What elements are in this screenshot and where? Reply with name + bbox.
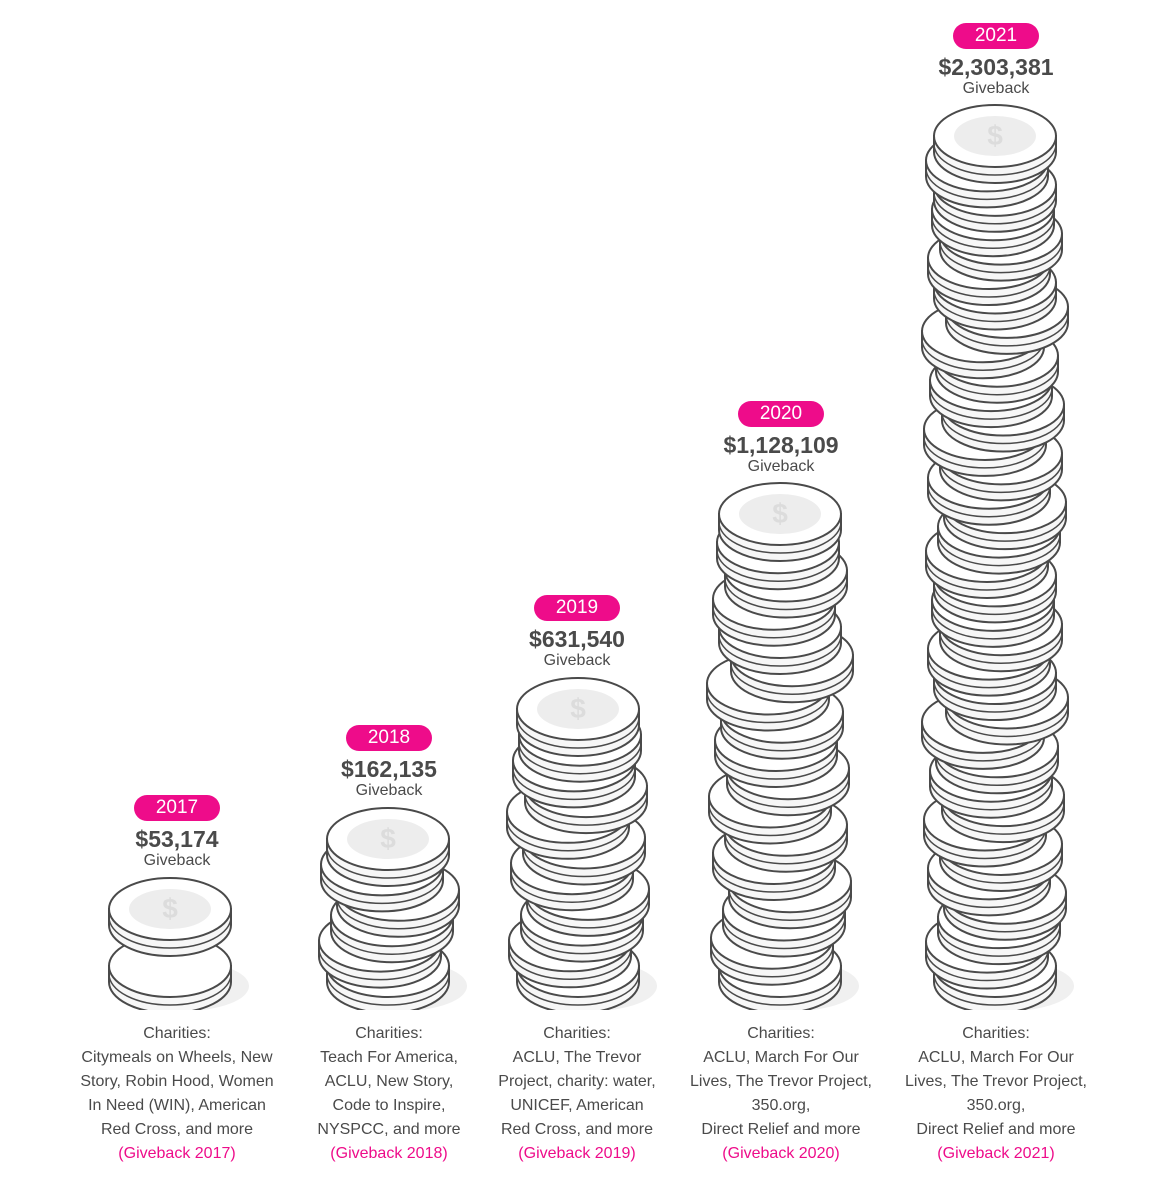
dollar-icon: $ (162, 893, 178, 924)
charities-title: Charities: (143, 1025, 211, 1042)
charities-2020: Charities: ACLU, March For Our Lives, Th… (671, 1022, 891, 1166)
charities-title: Charities: (962, 1025, 1030, 1042)
charities-line: Direct Relief and more (916, 1121, 1076, 1138)
charities-title: Charities: (543, 1025, 611, 1042)
giveback-amount: $631,540 (529, 626, 625, 652)
charities-2018: Charities: Teach For America, ACLU, New … (279, 1022, 499, 1166)
dollar-icon: $ (570, 693, 586, 724)
charities-line: ACLU, March For Our (703, 1049, 859, 1066)
charities-line: Code to Inspire, (332, 1097, 446, 1114)
column-header-2020: 2020 $1,128,109 Giveback (671, 401, 891, 477)
coin: $ (516, 677, 640, 757)
coin: $ (933, 104, 1057, 184)
charities-line: Lives, The Trevor Project, (905, 1073, 1087, 1090)
giveback-amount: $53,174 (135, 826, 219, 852)
giveback-link[interactable]: (Giveback 2020) (722, 1145, 840, 1162)
giveback-label: Giveback (962, 80, 1030, 97)
dollar-icon: $ (987, 120, 1003, 151)
charities-line: In Need (WIN), American (88, 1097, 266, 1114)
charities-line: ACLU, March For Our (918, 1049, 1074, 1066)
charities-line: Project, charity: water, (498, 1073, 656, 1090)
giveback-link[interactable]: (Giveback 2017) (118, 1145, 236, 1162)
column-header-2018: 2018 $162,135 Giveback (279, 725, 499, 801)
year-badge: 2017 (133, 795, 221, 821)
charities-line: Story, Robin Hood, Women (80, 1073, 274, 1090)
year-badge: 2018 (345, 725, 433, 751)
charities-line: Lives, The Trevor Project, (690, 1073, 872, 1090)
coin: $ (108, 877, 232, 957)
coin-stack-2018: $ (318, 807, 467, 1010)
charities-line: ACLU, The Trevor (512, 1049, 642, 1066)
giveback-link[interactable]: (Giveback 2019) (518, 1145, 636, 1162)
year-badge: 2019 (533, 595, 621, 621)
charities-line: Citymeals on Wheels, New (81, 1049, 273, 1066)
charities-line: Teach For America, (320, 1049, 458, 1066)
coin-stacks: $ $ $ $ $ (108, 104, 1074, 1010)
giveback-link[interactable]: (Giveback 2021) (937, 1145, 1055, 1162)
giveback-label: Giveback (543, 652, 611, 669)
dollar-icon: $ (380, 823, 396, 854)
dollar-icon: $ (772, 498, 788, 529)
coin-stack-2020: $ (706, 482, 859, 1010)
charities-line: NYSPCC, and more (317, 1121, 461, 1138)
coin-stack-2021: $ (921, 104, 1074, 1010)
charities-2017: Charities: Citymeals on Wheels, New Stor… (67, 1022, 287, 1166)
giveback-label: Giveback (143, 852, 211, 869)
coin: $ (718, 482, 842, 562)
giveback-label: Giveback (747, 458, 815, 475)
charities-line: ACLU, New Story, (324, 1073, 454, 1090)
column-header-2017: 2017 $53,174 Giveback (67, 795, 287, 871)
giveback-link[interactable]: (Giveback 2018) (330, 1145, 448, 1162)
column-header-2021: 2021 $2,303,381 Giveback (886, 23, 1106, 99)
coin: $ (326, 807, 450, 887)
charities-line: Red Cross, and more (100, 1121, 254, 1138)
charities-line: UNICEF, American (510, 1097, 644, 1114)
year-badge: 2020 (737, 401, 825, 427)
giveback-amount: $2,303,381 (938, 54, 1054, 80)
giveback-amount: $1,128,109 (723, 432, 839, 458)
charities-line: Red Cross, and more (500, 1121, 654, 1138)
coin-stack-2019: $ (506, 677, 657, 1010)
coin-stack-2017: $ (108, 877, 249, 1010)
charities-2021: Charities: ACLU, March For Our Lives, Th… (886, 1022, 1106, 1166)
charities-line: Direct Relief and more (701, 1121, 861, 1138)
giveback-label: Giveback (355, 782, 423, 799)
year-badge: 2021 (952, 23, 1040, 49)
charities-2019: Charities: ACLU, The Trevor Project, cha… (467, 1022, 687, 1166)
column-header-2019: 2019 $631,540 Giveback (467, 595, 687, 671)
charities-title: Charities: (747, 1025, 815, 1042)
charities-line: 350.org, (751, 1097, 811, 1114)
charities-line: 350.org, (966, 1097, 1026, 1114)
charities-title: Charities: (355, 1025, 423, 1042)
giveback-amount: $162,135 (341, 756, 437, 782)
